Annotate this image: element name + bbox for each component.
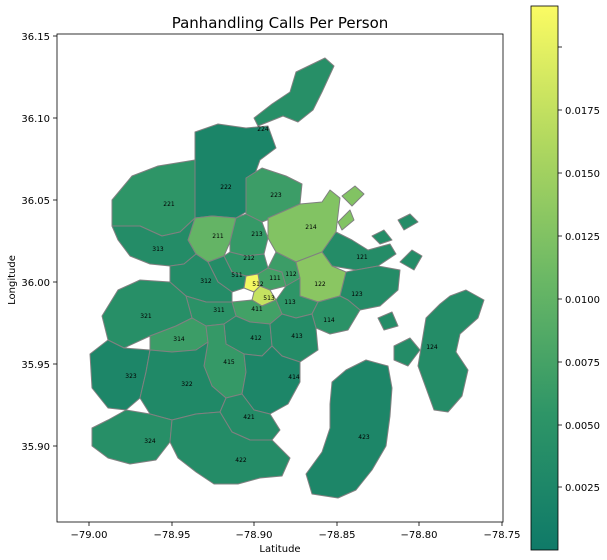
district-124-shape	[417, 289, 485, 413]
district-label: 421	[243, 414, 255, 421]
district-label: 323	[125, 373, 137, 380]
district-label: 422	[235, 457, 247, 464]
district-label: 411	[251, 306, 263, 313]
map-title: Panhandling Calls Per Person	[172, 14, 389, 32]
y-axis	[53, 35, 57, 447]
x-axis	[88, 522, 503, 526]
y-tick-label: 35.95	[21, 360, 50, 371]
y-tick-label: 36.05	[21, 196, 50, 207]
x-tick-label: −78.75	[483, 530, 520, 541]
colorbar-ticks	[558, 46, 562, 488]
district-label: 313	[152, 246, 164, 253]
colorbar	[530, 5, 559, 551]
colorbar-tick-label: 0.0125	[565, 232, 600, 243]
y-axis-label: Longitude	[7, 255, 18, 305]
y-tick-label: 36.10	[21, 114, 50, 125]
x-tick-label: −78.85	[318, 530, 355, 541]
district-label: 324	[144, 438, 156, 445]
district-414-shape	[241, 345, 301, 415]
district-label: 314	[173, 336, 185, 343]
district-224-shape	[253, 57, 335, 127]
district-labels: 224 222 223 221 214 211 213 212 313 121 …	[125, 126, 438, 464]
colorbar-tick-labels: 0.0025 0.0050 0.0075 0.0100 0.0125 0.015…	[565, 106, 600, 494]
x-tick-label: −78.95	[153, 530, 190, 541]
district-shapes	[89, 57, 485, 499]
x-tick-label: −78.80	[400, 530, 437, 541]
district-121b-shape	[397, 213, 419, 231]
x-axis-label: Latitude	[259, 544, 300, 555]
district-label: 213	[251, 231, 263, 238]
district-124c-shape	[377, 311, 399, 331]
district-label: 114	[323, 317, 335, 324]
district-123b-shape	[399, 249, 423, 271]
district-label: 112	[285, 271, 297, 278]
district-label: 212	[243, 255, 255, 262]
colorbar-tick-label: 0.0050	[565, 421, 600, 432]
district-label: 312	[200, 278, 212, 285]
x-tick-labels: −79.00 −78.95 −78.90 −78.85 −78.80 −78.7…	[70, 530, 520, 541]
x-tick-label: −79.00	[70, 530, 107, 541]
district-label: 113	[284, 299, 296, 306]
y-tick-label: 36.15	[21, 32, 50, 43]
colorbar-tick-label: 0.0025	[565, 483, 600, 494]
colorbar-tick-label: 0.0075	[565, 358, 600, 369]
district-label: 221	[163, 201, 175, 208]
district-label: 214	[305, 224, 317, 231]
district-label: 222	[220, 184, 232, 191]
district-label: 223	[270, 192, 282, 199]
district-label: 415	[223, 359, 235, 366]
district-114-shape	[311, 295, 361, 335]
colorbar-tick-label: 0.0100	[565, 295, 600, 306]
district-label: 121	[356, 254, 368, 261]
district-label: 224	[257, 126, 269, 133]
district-423-shape	[305, 359, 393, 499]
district-label: 321	[140, 313, 152, 320]
district-label: 413	[291, 333, 303, 340]
x-tick-label: −78.90	[235, 530, 272, 541]
colorbar-tick-label: 0.0175	[565, 106, 600, 117]
district-label: 512	[252, 281, 264, 288]
district-214b-shape	[341, 185, 365, 207]
district-label: 414	[288, 374, 300, 381]
district-label: 511	[231, 272, 243, 279]
district-label: 123	[351, 291, 363, 298]
district-214c-shape	[337, 209, 355, 231]
y-tick-labels: 36.15 36.10 36.05 36.00 35.95 35.90	[21, 32, 50, 453]
district-label: 513	[263, 295, 275, 302]
district-label: 322	[181, 381, 193, 388]
district-label: 423	[358, 434, 370, 441]
district-label: 122	[314, 281, 326, 288]
district-label: 124	[426, 344, 438, 351]
district-124b-shape	[393, 337, 421, 367]
colorbar-tick-label: 0.0150	[565, 169, 600, 180]
district-label: 311	[213, 307, 225, 314]
district-label: 211	[212, 233, 224, 240]
district-121c-shape	[371, 229, 393, 245]
district-label: 111	[269, 275, 281, 282]
district-422-shape	[169, 411, 291, 485]
y-tick-label: 35.90	[21, 442, 50, 453]
district-label: 412	[250, 335, 262, 342]
y-tick-label: 36.00	[21, 278, 50, 289]
